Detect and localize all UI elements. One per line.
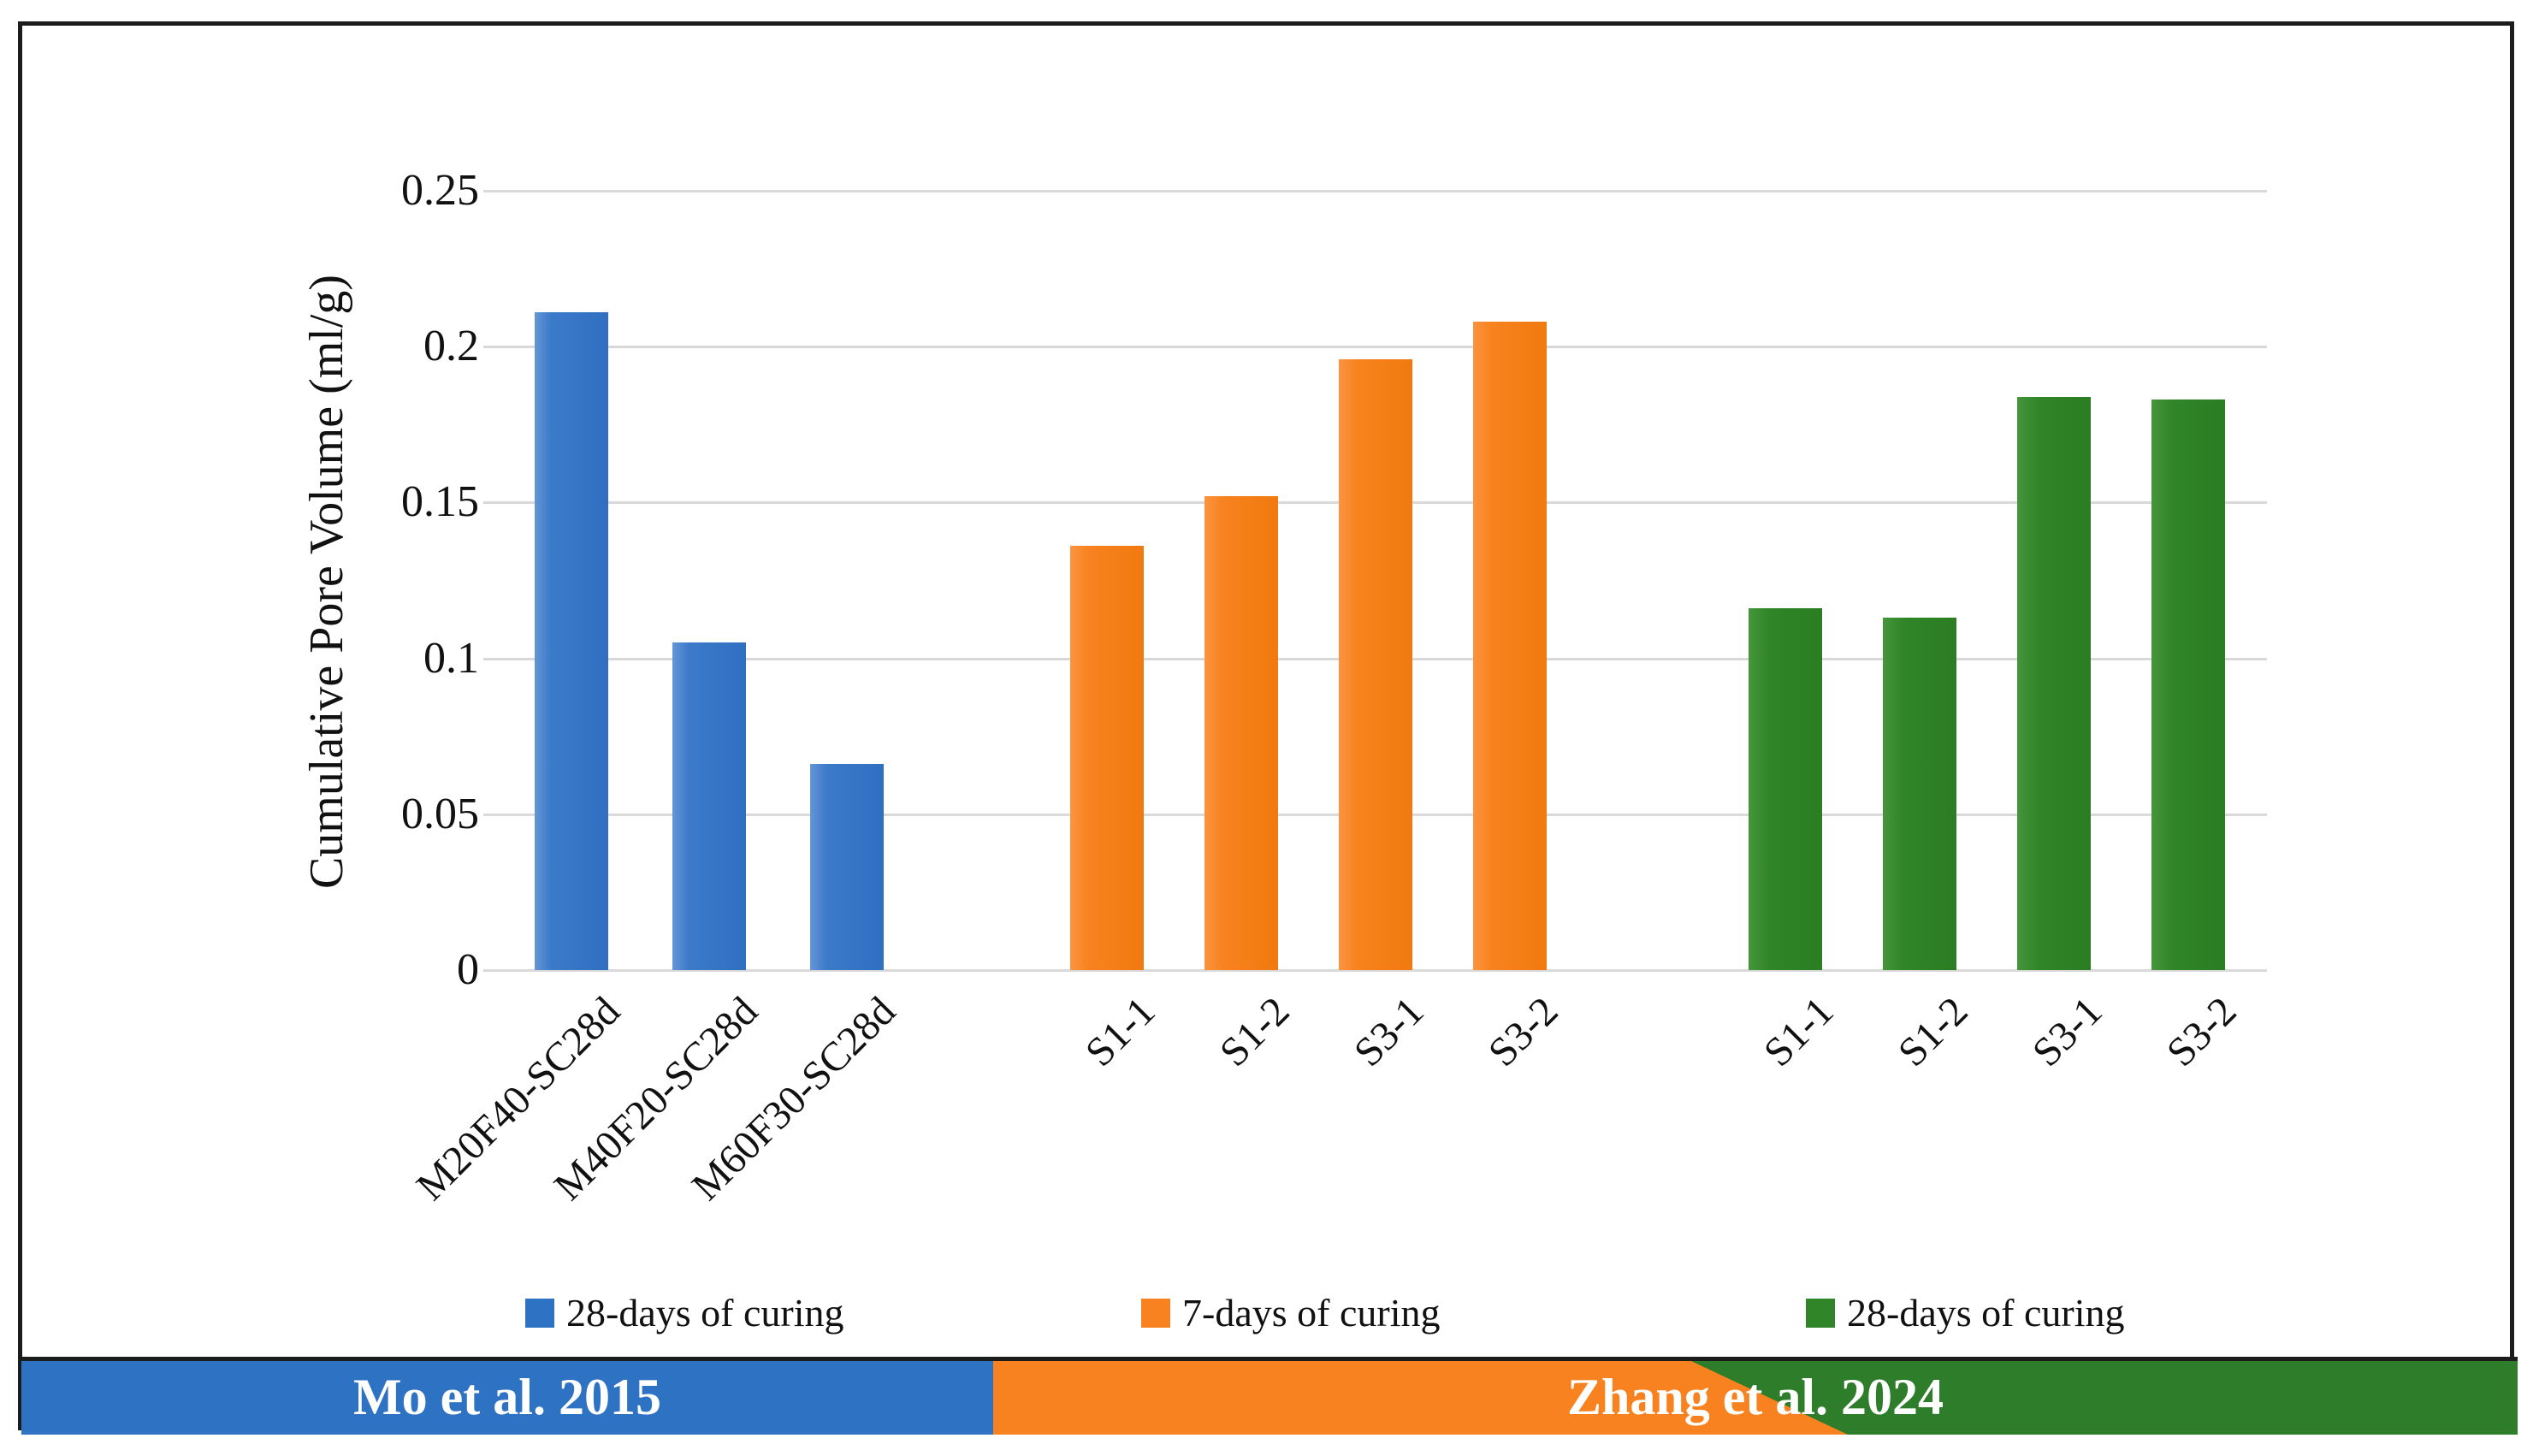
legend-swatch-orange-icon bbox=[1141, 1299, 1170, 1328]
y-tick-label: 0.15 bbox=[401, 477, 479, 526]
bar-7-days-of-curing-S1-2 bbox=[1204, 496, 1278, 970]
gridline-y-0.2 bbox=[483, 346, 2267, 348]
legend-swatch-blue-icon bbox=[525, 1299, 554, 1328]
bar-7-days-of-curing-S3-1 bbox=[1339, 359, 1412, 970]
bar-28-days-of-curing-M20F40-SC28d bbox=[535, 312, 608, 970]
y-tick-label: 0.1 bbox=[423, 634, 479, 683]
gridline-y-0.25 bbox=[483, 190, 2267, 192]
gridline-y-0 bbox=[483, 969, 2267, 972]
y-tick-label: 0 bbox=[457, 945, 479, 994]
banner-orange-wedge bbox=[993, 1361, 1848, 1435]
banner-label-mo: Mo et al. 2015 bbox=[353, 1369, 661, 1425]
legend-swatch-green-icon bbox=[1806, 1299, 1835, 1328]
banner-segment-mo: Mo et al. 2015 bbox=[21, 1361, 993, 1435]
y-tick-label: 0.25 bbox=[401, 166, 479, 215]
legend-label-blue: 28-days of curing bbox=[566, 1291, 844, 1335]
source-banner: Mo et al. 2015 Zhang et al. 2024 bbox=[21, 1357, 2518, 1435]
banner-segment-zhang: Zhang et al. 2024 bbox=[993, 1361, 2518, 1435]
bar-28-days-of-curing-S3-1 bbox=[2017, 397, 2091, 970]
bar-28-days-of-curing-S3-2 bbox=[2151, 400, 2225, 970]
legend-label-green: 28-days of curing bbox=[1847, 1291, 2125, 1335]
y-axis-title: Cumulative Pore Volume (ml/g) bbox=[300, 274, 353, 890]
bar-7-days-of-curing-S3-2 bbox=[1473, 322, 1547, 970]
bar-28-days-of-curing-M60F30-SC28d bbox=[810, 764, 884, 970]
bar-28-days-of-curing-S1-2 bbox=[1883, 618, 1956, 970]
legend-label-orange: 7-days of curing bbox=[1182, 1291, 1441, 1335]
bar-7-days-of-curing-S1-1 bbox=[1070, 546, 1144, 970]
y-tick-label: 0.2 bbox=[423, 322, 479, 370]
banner-label-zhang: Zhang et al. 2024 bbox=[1566, 1369, 1944, 1425]
y-tick-label: 0.05 bbox=[401, 790, 479, 838]
bar-28-days-of-curing-M40F20-SC28d bbox=[672, 642, 746, 970]
bar-28-days-of-curing-S1-1 bbox=[1749, 608, 1822, 970]
